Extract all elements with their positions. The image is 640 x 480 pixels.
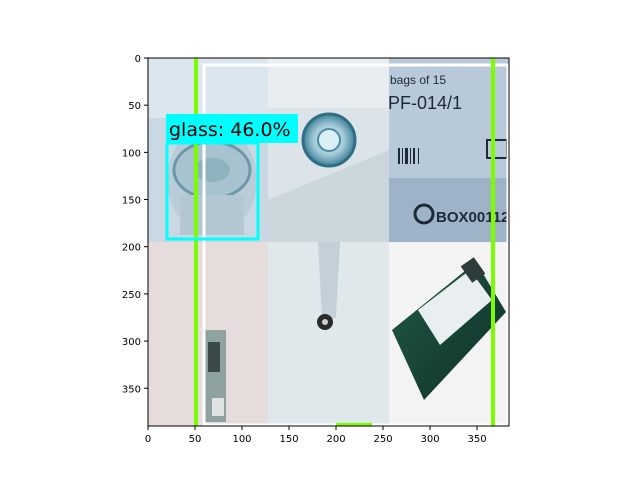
- tile-bottle-top: [268, 58, 389, 242]
- box-text-line1: bags of 15: [390, 73, 446, 87]
- box-code-text: BOX00112: [436, 209, 509, 226]
- x-tick-label: 0: [145, 434, 151, 445]
- x-tick-label: 50: [189, 434, 202, 445]
- x-axis: 0 50 100 150 200 250 300 350: [145, 426, 487, 445]
- axes-frame: [147, 57, 510, 427]
- detection-class: glass: [169, 119, 218, 141]
- barcode-icon: [398, 148, 419, 164]
- y-tick-label: 0: [135, 54, 141, 65]
- y-tick-label: 150: [122, 196, 141, 207]
- y-tick-label: 350: [122, 384, 141, 395]
- detection-score: 46.0%: [230, 119, 290, 141]
- y-tick-label: 200: [122, 243, 141, 254]
- y-tick-label: 300: [122, 337, 141, 348]
- x-tick-label: 100: [232, 434, 251, 445]
- x-tick-label: 150: [279, 434, 298, 445]
- green-mark-bottom: [336, 423, 372, 426]
- y-axis: 0 50 100 150 200 250 300 350: [122, 54, 148, 395]
- tile-bottle-cap: [268, 242, 389, 426]
- tile-cardboard-box: bags of 15 PF-014/1 BOX00112: [388, 58, 509, 242]
- detection-separator: :: [218, 119, 230, 141]
- x-tick-label: 350: [467, 434, 486, 445]
- image-area: bags of 15 PF-014/1 BOX00112: [148, 58, 509, 426]
- detection-label-text: glass: 46.0%: [169, 119, 291, 141]
- tile-bottle-side: [148, 242, 268, 426]
- x-tick-label: 300: [420, 434, 439, 445]
- detection-label: glass: 46.0%: [166, 114, 298, 143]
- detection-label-background: [166, 114, 298, 143]
- box-text-line2: PF-014/1: [388, 93, 462, 113]
- y-tick-label: 250: [122, 290, 141, 301]
- tile-green-bottle: [389, 242, 509, 426]
- x-tick-label: 200: [326, 434, 345, 445]
- y-tick-label: 50: [128, 101, 141, 112]
- x-tick-label: 250: [373, 434, 392, 445]
- y-tick-label: 100: [122, 148, 141, 159]
